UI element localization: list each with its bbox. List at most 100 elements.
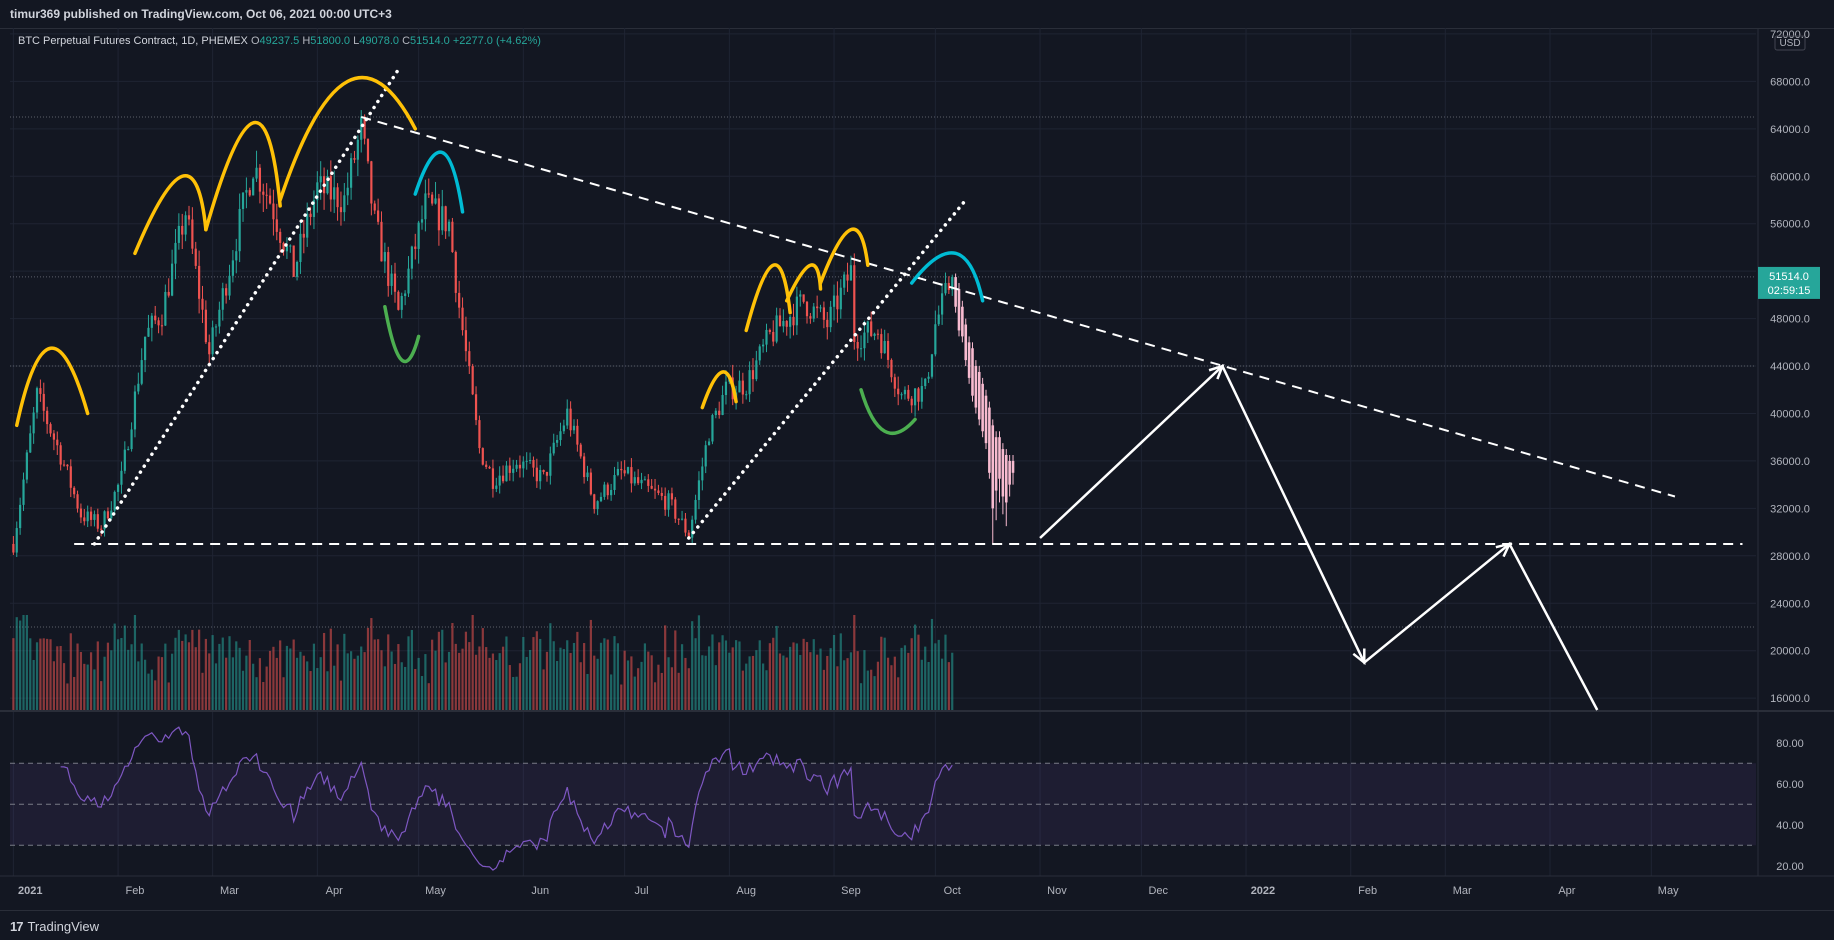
volume-bar	[630, 656, 633, 710]
axes: 72000.068000.064000.060000.056000.052000…	[0, 28, 1834, 897]
candle-body	[225, 288, 228, 296]
candle-body	[643, 479, 647, 481]
candles	[12, 110, 954, 558]
projection-body	[981, 383, 984, 432]
tradingview-brand[interactable]: 17 TradingView	[10, 919, 99, 934]
candle-body	[900, 394, 903, 396]
volume-bar	[15, 617, 18, 710]
open-value: 49237.5	[259, 35, 300, 47]
candle-body	[103, 511, 106, 530]
candle-body	[670, 493, 674, 500]
volume-bar	[626, 660, 630, 710]
candle-body	[245, 190, 248, 193]
candle-body	[653, 488, 657, 491]
volume-bar	[633, 676, 636, 710]
volume-bar	[647, 651, 650, 710]
candle-body	[434, 198, 437, 204]
volume-bars	[12, 615, 954, 710]
candle-body	[393, 273, 397, 292]
volume-bar	[586, 673, 589, 710]
candle-body	[843, 274, 846, 288]
volume-bar	[944, 634, 947, 710]
candle-body	[478, 420, 481, 449]
volume-bar	[83, 663, 86, 710]
volume-bar	[29, 638, 32, 710]
candle-body	[522, 461, 525, 469]
candle-body	[42, 393, 45, 411]
candle-body	[69, 466, 72, 488]
price-tick-label: 56000.0	[1770, 219, 1810, 231]
candle-body	[191, 219, 194, 249]
volume-bar	[552, 641, 555, 710]
volume-bar	[859, 683, 863, 710]
candle-body	[660, 492, 663, 496]
yellow-arc	[785, 263, 823, 303]
volume-bar	[441, 629, 444, 710]
candle-body	[387, 252, 390, 286]
volume-bar	[299, 651, 302, 710]
candle-body	[49, 424, 52, 434]
candle-body	[255, 167, 258, 179]
candle-body	[157, 320, 160, 326]
volume-bar	[461, 648, 464, 710]
volume-bar	[76, 643, 79, 710]
volume-bar	[650, 655, 653, 710]
time-tick-label: Mar	[1453, 885, 1472, 897]
candle-body	[404, 293, 407, 296]
projection-body	[1001, 449, 1005, 497]
candle-body	[52, 433, 56, 440]
candle-body	[613, 475, 616, 490]
volume-bar	[789, 646, 792, 710]
volume-bar	[447, 651, 451, 710]
candle-body	[758, 346, 761, 361]
candle-body	[458, 292, 461, 308]
candle-body	[306, 213, 309, 238]
candle-body	[390, 273, 393, 286]
chart-canvas[interactable]: 72000.068000.064000.060000.056000.052000…	[0, 28, 1834, 910]
volume-bar	[245, 655, 248, 710]
candle-body	[481, 448, 484, 465]
candle-body	[829, 306, 832, 328]
volume-bar	[167, 682, 170, 710]
volume-bar	[792, 642, 795, 710]
candle-body	[268, 195, 272, 204]
time-tick-label: Apr	[326, 885, 343, 897]
projection-body	[961, 306, 964, 337]
volume-bar	[194, 647, 197, 710]
yellow-arc	[133, 174, 208, 256]
candle-body	[397, 291, 400, 310]
volume-bar	[876, 661, 880, 710]
candle-body	[62, 464, 66, 466]
volume-bar	[208, 653, 211, 710]
publisher-text: timur369 published on TradingView.com, O…	[10, 7, 392, 21]
candle-body	[238, 208, 241, 252]
candle-body	[137, 383, 140, 392]
volume-bar	[930, 618, 934, 710]
candle-body	[789, 316, 792, 327]
volume-bar	[640, 661, 643, 710]
volume-bar	[599, 642, 603, 710]
time-tick-label: Jul	[635, 885, 649, 897]
candle-body	[947, 282, 950, 290]
rsi-series	[60, 726, 953, 871]
candle-body	[917, 388, 920, 402]
volume-bar	[316, 668, 319, 710]
volume-bar	[356, 655, 359, 710]
candle-body	[133, 391, 137, 430]
candle-body	[768, 329, 771, 332]
volume-bar	[404, 666, 407, 710]
volume-bar	[809, 652, 812, 710]
volume-bar	[116, 639, 120, 710]
candle-body	[930, 354, 934, 377]
volume-bar	[701, 655, 704, 710]
volume-bar	[275, 657, 278, 710]
volume-bar	[241, 670, 245, 710]
candle-body	[680, 518, 684, 520]
candle-body	[589, 472, 592, 495]
candle-body	[569, 408, 572, 431]
symbol-name: BTC Perpetual Futures Contract, 1D, PHEM…	[18, 35, 248, 47]
volume-bar	[508, 665, 511, 710]
volume-bar	[880, 636, 883, 710]
volume-bar	[383, 666, 386, 710]
candle-body	[755, 360, 758, 380]
